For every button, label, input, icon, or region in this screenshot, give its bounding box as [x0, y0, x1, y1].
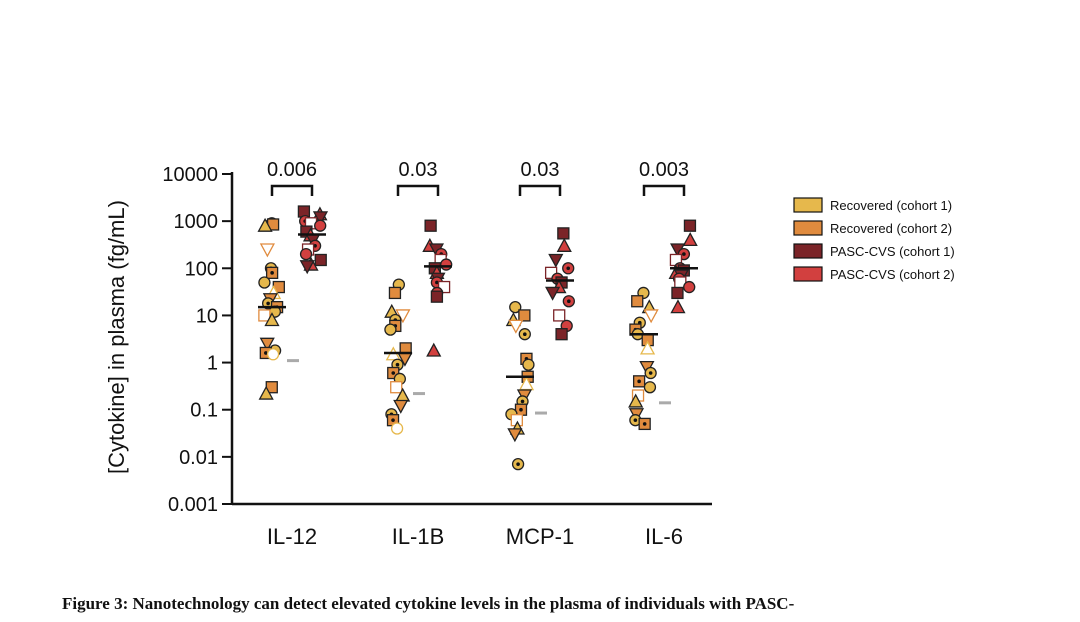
legend-swatch: [793, 266, 823, 282]
data-point-pasc: [683, 280, 696, 294]
data-point-recovered: [258, 276, 271, 289]
figure-caption: Figure 3: Nanotechnology can detect elev…: [62, 594, 795, 613]
data-point-recovered: [518, 309, 531, 322]
data-point-pasc: [426, 342, 442, 357]
data-point-recovered: [509, 300, 522, 314]
y-tick-label: 0.001: [168, 494, 218, 516]
y-tick-label: 1000: [174, 211, 219, 233]
significance-bracket: [642, 184, 686, 196]
data-point-pasc: [430, 290, 444, 303]
data-point-recovered: [266, 348, 280, 361]
p-value-label: 0.03: [521, 159, 560, 181]
data-point-recovered: [507, 428, 523, 443]
y-tick-label: 1: [207, 353, 218, 375]
data-point-recovered-center: [642, 422, 647, 426]
significance-bracket: [518, 184, 562, 196]
data-point-pasc: [670, 299, 686, 314]
data-point-recovered-center: [648, 371, 653, 375]
data-point-pasc: [671, 286, 684, 300]
p-value-label: 0.03: [399, 159, 438, 181]
p-value-label: 0.003: [639, 159, 689, 181]
y-tick-label: 0.01: [179, 447, 218, 469]
data-point-pasc: [555, 328, 568, 341]
significance-bracket: [270, 184, 314, 196]
data-point-recovered-center: [520, 399, 525, 404]
data-point-recovered: [631, 295, 644, 308]
data-point-recovered-center: [633, 418, 638, 422]
data-point-pasc: [299, 260, 315, 275]
data-point-recovered: [388, 286, 402, 300]
data-point-recovered-center: [391, 371, 396, 375]
data-point-recovered: [259, 337, 275, 352]
data-point-recovered: [257, 217, 273, 232]
data-point-pasc-center: [566, 266, 571, 271]
x-tick-label-il-1b: IL-1B: [392, 524, 445, 549]
data-point-recovered-center: [519, 407, 523, 412]
data-point-recovered: [508, 319, 524, 334]
legend-swatch: [793, 243, 823, 259]
data-point-pasc: [312, 211, 329, 226]
data-point-recovered-center: [522, 332, 527, 336]
data-point-pasc: [314, 253, 327, 267]
p-value-label: 0.006: [267, 159, 317, 181]
data-point-pasc: [682, 232, 698, 247]
data-point-recovered: [639, 340, 656, 355]
data-point-pasc: [314, 219, 327, 232]
data-point-pasc: [556, 237, 572, 252]
data-point-pasc-center: [435, 280, 439, 285]
y-axis-label: [Cytokine] in plasma (fg/mL): [104, 200, 129, 474]
data-point-recovered: [522, 358, 535, 371]
legend-label: PASC-CVS (cohort 2): [830, 267, 955, 282]
data-point-recovered-center: [264, 351, 268, 355]
data-point-recovered: [258, 309, 271, 322]
data-point-recovered: [390, 422, 404, 435]
y-tick-label: 10: [196, 305, 218, 327]
y-tick-label: 100: [185, 258, 218, 280]
data-point-recovered-center: [516, 462, 520, 466]
y-tick-label: 0.1: [190, 400, 218, 422]
data-point-recovered-center: [391, 418, 395, 422]
data-point-recovered: [259, 243, 275, 258]
data-point-pasc: [424, 219, 437, 232]
y-tick-label: 10000: [162, 164, 218, 186]
x-tick-label-il-12: IL-12: [267, 524, 317, 549]
data-point-pasc: [557, 227, 570, 240]
data-point-recovered-center: [270, 271, 274, 275]
data-point-pasc: [545, 286, 561, 301]
x-tick-label-mcp-1: MCP-1: [506, 524, 574, 549]
data-point-recovered: [628, 393, 644, 408]
data-point-recovered: [643, 381, 657, 394]
data-point-pasc-center: [682, 252, 686, 256]
data-point-recovered: [393, 399, 409, 414]
data-point-pasc: [683, 219, 697, 232]
legend-swatch: [793, 197, 823, 213]
data-point-pasc-center: [567, 299, 571, 304]
legend-label: PASC-CVS (cohort 1): [830, 244, 955, 259]
x-tick-label-il-6: IL-6: [645, 524, 683, 549]
significance-bracket: [396, 184, 440, 196]
legend-label: Recovered (cohort 1): [830, 198, 952, 213]
data-point-pasc: [553, 309, 566, 322]
data-point-recovered-center: [637, 379, 641, 384]
data-point-recovered: [643, 309, 659, 324]
data-point-recovered: [258, 385, 274, 400]
data-point-recovered-center: [395, 362, 400, 367]
data-point-recovered: [390, 381, 403, 394]
legend-label: Recovered (cohort 2): [830, 221, 952, 236]
data-point-recovered-center: [266, 301, 270, 306]
legend-swatch: [793, 220, 823, 236]
data-point-recovered: [384, 323, 397, 336]
data-point-pasc: [299, 247, 313, 261]
data-point-pasc: [548, 253, 564, 268]
data-point-pasc: [440, 258, 453, 271]
data-point-recovered: [264, 312, 280, 327]
